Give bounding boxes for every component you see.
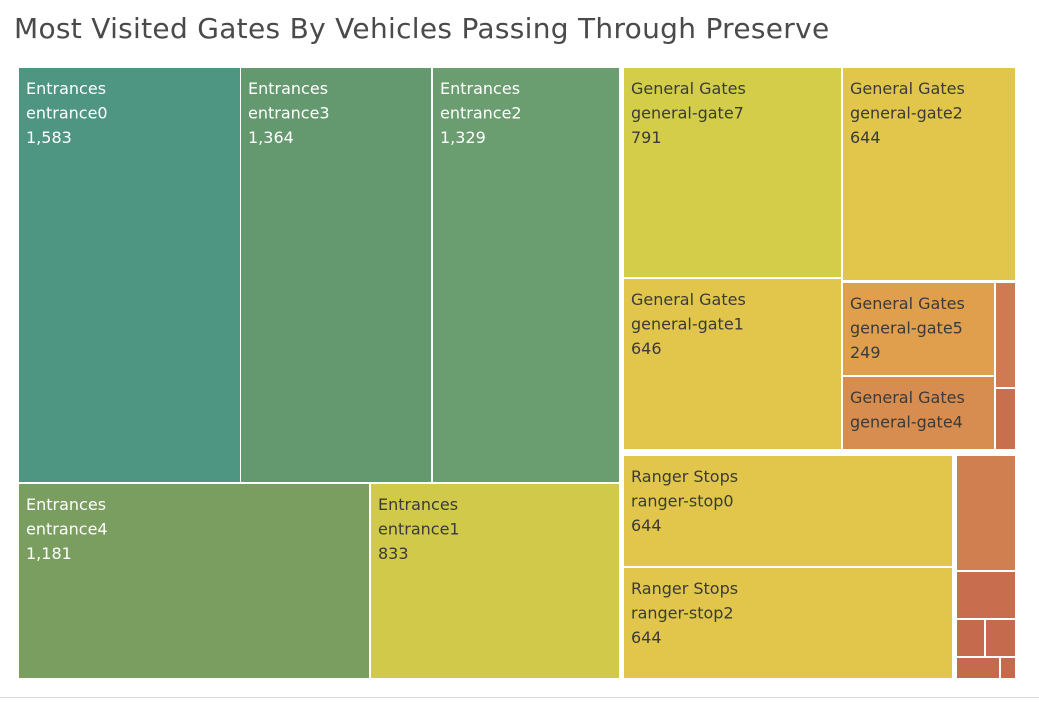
treemap-tile-general-gate5[interactable]: General Gates general-gate5 249	[843, 283, 994, 375]
tile-group-label: Entrances	[248, 79, 328, 98]
treemap-tile-unlabeled[interactable]	[996, 283, 1015, 387]
tile-rect	[624, 279, 841, 449]
tile-group-label: Entrances	[26, 495, 106, 514]
tile-value-label: 1,364	[248, 128, 294, 147]
treemap-tile-unlabeled[interactable]	[957, 620, 984, 656]
treemap-tile-general-gate2[interactable]: General Gates general-gate2 644	[843, 68, 1015, 280]
tile-group-label: General Gates	[631, 290, 746, 309]
tile-value-label: 1,583	[26, 128, 72, 147]
treemap-tile-unlabeled[interactable]	[957, 456, 1015, 570]
treemap-tile-entrance3[interactable]: Entrances entrance3 1,364	[241, 68, 431, 482]
treemap-tile-unlabeled[interactable]	[996, 389, 1015, 449]
treemap-tile-unlabeled[interactable]	[986, 620, 1015, 656]
tile-item-label: general-gate1	[631, 315, 744, 334]
tile-item-label: entrance4	[26, 520, 108, 539]
treemap-tile-general-gate1[interactable]: General Gates general-gate1 646	[624, 279, 841, 449]
treemap-tile-entrance2[interactable]: Entrances entrance2 1,329	[433, 68, 619, 482]
tile-item-label: entrance0	[26, 104, 108, 123]
tile-item-label: general-gate7	[631, 104, 744, 123]
tile-group-label: Entrances	[378, 495, 458, 514]
treemap-tile-unlabeled[interactable]	[957, 658, 999, 678]
treemap-tile-ranger-stop2[interactable]: Ranger Stops ranger-stop2 644	[624, 568, 952, 678]
tile-value-label: 644	[850, 128, 881, 147]
tile-value-label: 644	[631, 516, 662, 535]
chart-title: Most Visited Gates By Vehicles Passing T…	[14, 12, 830, 45]
bottom-divider	[0, 697, 1039, 698]
tile-value-label: 644	[631, 628, 662, 647]
treemap-tile-unlabeled[interactable]	[957, 572, 1015, 618]
tile-item-label: entrance2	[440, 104, 522, 123]
tile-item-label: general-gate5	[850, 319, 963, 338]
tile-rect	[624, 568, 952, 678]
tile-rect	[371, 484, 619, 678]
tile-rect	[843, 68, 1015, 280]
tile-group-label: General Gates	[850, 79, 965, 98]
treemap-tile-entrance4[interactable]: Entrances entrance4 1,181	[19, 484, 369, 678]
tile-item-label: general-gate2	[850, 104, 963, 123]
tile-group-label: General Gates	[631, 79, 746, 98]
tile-group-label: General Gates	[850, 294, 965, 313]
tile-rect	[19, 68, 240, 482]
treemap-tile-entrance0[interactable]: Entrances entrance0 1,583	[19, 68, 240, 482]
tile-item-label: ranger-stop2	[631, 604, 734, 623]
treemap-tile-entrance1[interactable]: Entrances entrance1 833	[371, 484, 619, 678]
tile-rect	[843, 377, 994, 449]
tile-group-label: Entrances	[440, 79, 520, 98]
tile-rect	[624, 456, 952, 566]
tile-rect	[433, 68, 619, 482]
tile-value-label: 791	[631, 128, 662, 147]
treemap-tile-unlabeled[interactable]	[1001, 658, 1015, 678]
tile-value-label: 833	[378, 544, 409, 563]
treemap-tile-general-gate7[interactable]: General Gates general-gate7 791	[624, 68, 841, 277]
tile-group-label: General Gates	[850, 388, 965, 407]
treemap-tile-general-gate4[interactable]: General Gates general-gate4	[843, 377, 994, 449]
tile-item-label: ranger-stop0	[631, 492, 734, 511]
tile-group-label: Entrances	[26, 79, 106, 98]
tile-rect	[843, 283, 994, 375]
tile-group-label: Ranger Stops	[631, 467, 738, 486]
tile-group-label: Ranger Stops	[631, 579, 738, 598]
tile-rect	[624, 68, 841, 277]
tile-rect	[19, 484, 369, 678]
tile-value-label: 249	[850, 343, 881, 362]
tile-rect	[241, 68, 431, 482]
tile-item-label: entrance3	[248, 104, 330, 123]
tile-item-label: entrance1	[378, 520, 460, 539]
treemap-tile-ranger-stop0[interactable]: Ranger Stops ranger-stop0 644	[624, 456, 952, 566]
tile-value-label: 1,181	[26, 544, 72, 563]
tile-item-label: general-gate4	[850, 413, 963, 432]
tile-value-label: 1,329	[440, 128, 486, 147]
tile-value-label: 646	[631, 339, 662, 358]
